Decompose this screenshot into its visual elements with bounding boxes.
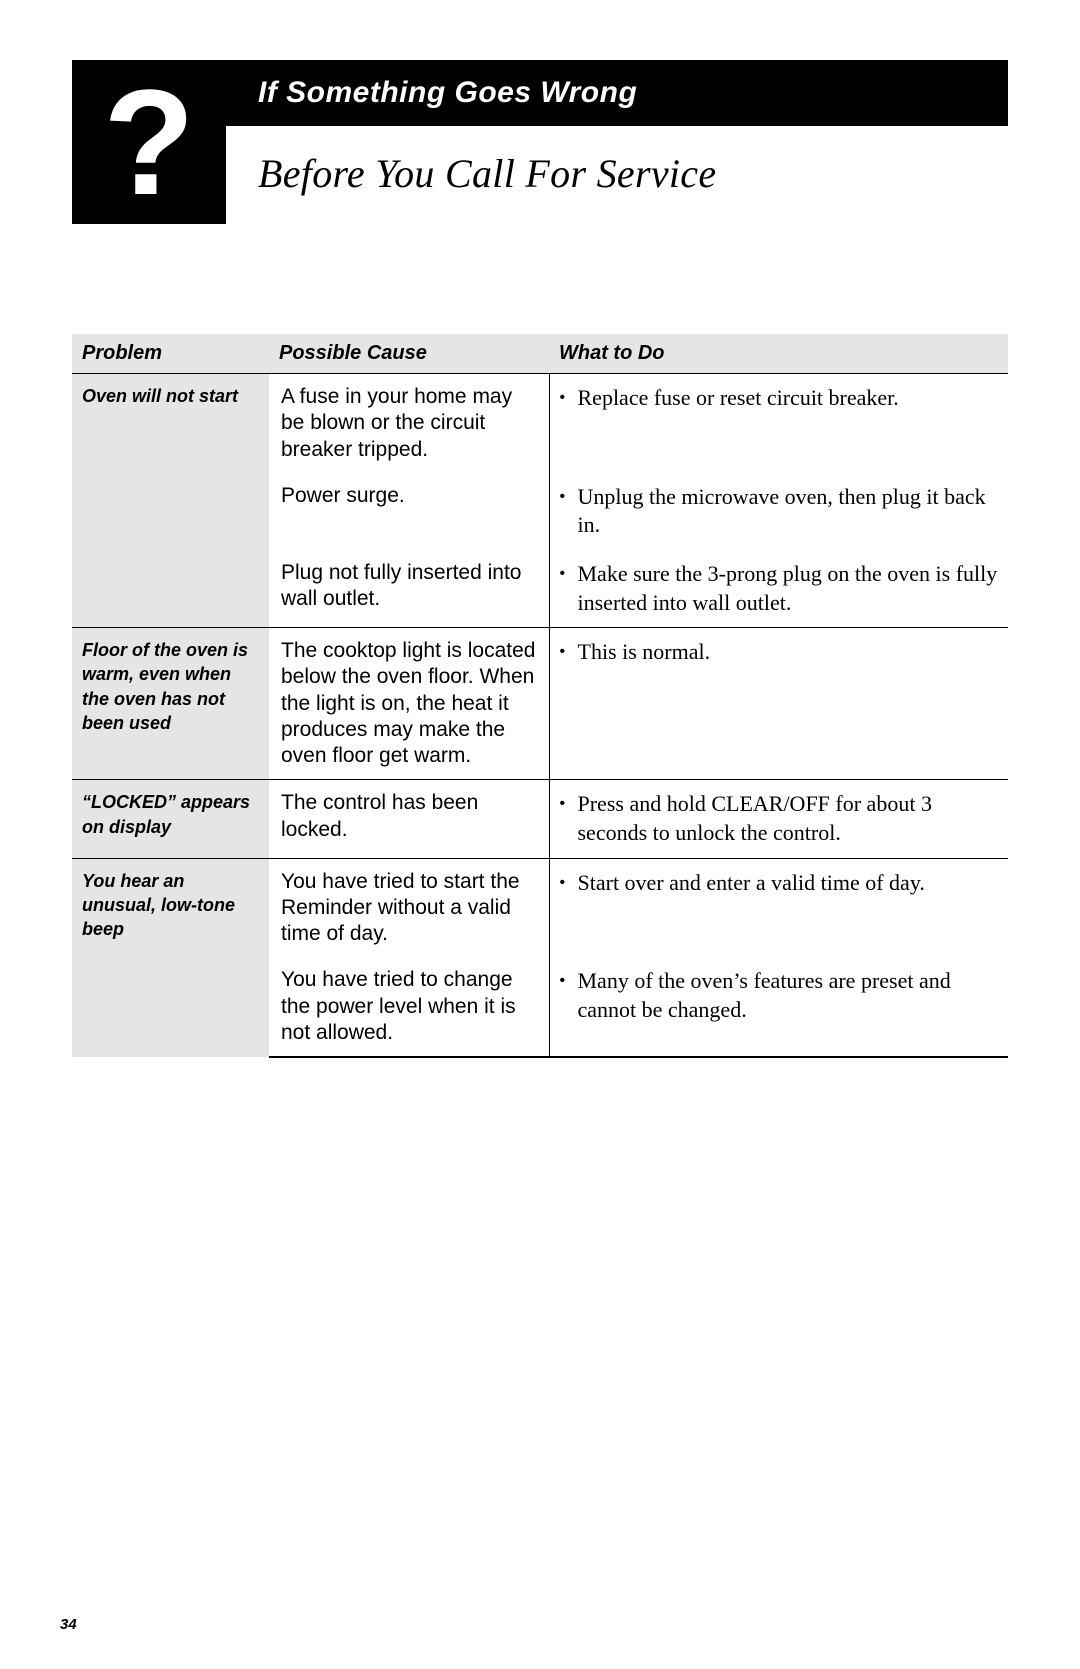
do-cell: •Replace fuse or reset circuit breaker. (549, 374, 1008, 473)
do-text: This is normal. (578, 638, 711, 667)
question-icon: ? (103, 67, 195, 217)
bullet-icon: • (560, 384, 578, 413)
header-right: If Something Goes Wrong Before You Call … (226, 60, 1008, 224)
do-cell: •This is normal. (549, 628, 1008, 780)
section-title: If Something Goes Wrong (226, 60, 1008, 126)
problem-cell: Oven will not start (72, 374, 269, 628)
bullet-icon: • (560, 560, 578, 617)
do-text: Many of the oven’s features are preset a… (578, 967, 1001, 1024)
section-subtitle: Before You Call For Service (226, 126, 1008, 197)
cause-cell: Plug not fully inserted into wall outlet… (269, 550, 549, 628)
col-header-do: What to Do (549, 334, 1008, 374)
cause-cell: The control has been locked. (269, 780, 549, 858)
cause-cell: Power surge. (269, 473, 549, 550)
troubleshooting-table: Problem Possible Cause What to Do Oven w… (72, 334, 1008, 1058)
do-cell: •Make sure the 3-prong plug on the oven … (549, 550, 1008, 628)
do-text: Make sure the 3-prong plug on the oven i… (578, 560, 1001, 617)
do-cell: •Many of the oven’s features are preset … (549, 957, 1008, 1057)
cause-cell: You have tried to change the power level… (269, 957, 549, 1057)
do-cell: •Unplug the microwave oven, then plug it… (549, 473, 1008, 550)
question-icon-box: ? (72, 60, 226, 224)
table-header-row: Problem Possible Cause What to Do (72, 334, 1008, 374)
cause-cell: The cooktop light is located below the o… (269, 628, 549, 780)
do-text: Start over and enter a valid time of day… (578, 869, 925, 898)
do-cell: •Start over and enter a valid time of da… (549, 858, 1008, 957)
bullet-icon: • (560, 790, 578, 847)
problem-cell: “LOCKED” appears on display (72, 780, 269, 858)
cause-cell: A fuse in your home may be blown or the … (269, 374, 549, 473)
table-row: Oven will not start A fuse in your home … (72, 374, 1008, 473)
do-text: Press and hold CLEAR/OFF for about 3 sec… (578, 790, 1001, 847)
page-number: 34 (60, 1616, 77, 1633)
do-text: Unplug the microwave oven, then plug it … (578, 483, 1001, 540)
col-header-cause: Possible Cause (269, 334, 549, 374)
table-row: “LOCKED” appears on display The control … (72, 780, 1008, 858)
col-header-problem: Problem (72, 334, 269, 374)
table-row: You hear an unusual, low-tone beep You h… (72, 858, 1008, 957)
do-text: Replace fuse or reset circuit breaker. (578, 384, 899, 413)
bullet-icon: • (560, 967, 578, 1024)
table-row: Floor of the oven is warm, even when the… (72, 628, 1008, 780)
bullet-icon: • (560, 638, 578, 667)
problem-cell: Floor of the oven is warm, even when the… (72, 628, 269, 780)
page-header: ? If Something Goes Wrong Before You Cal… (72, 60, 1008, 224)
do-cell: •Press and hold CLEAR/OFF for about 3 se… (549, 780, 1008, 858)
bullet-icon: • (560, 869, 578, 898)
cause-cell: You have tried to start the Reminder wit… (269, 858, 549, 957)
problem-cell: You hear an unusual, low-tone beep (72, 858, 269, 1057)
bullet-icon: • (560, 483, 578, 540)
